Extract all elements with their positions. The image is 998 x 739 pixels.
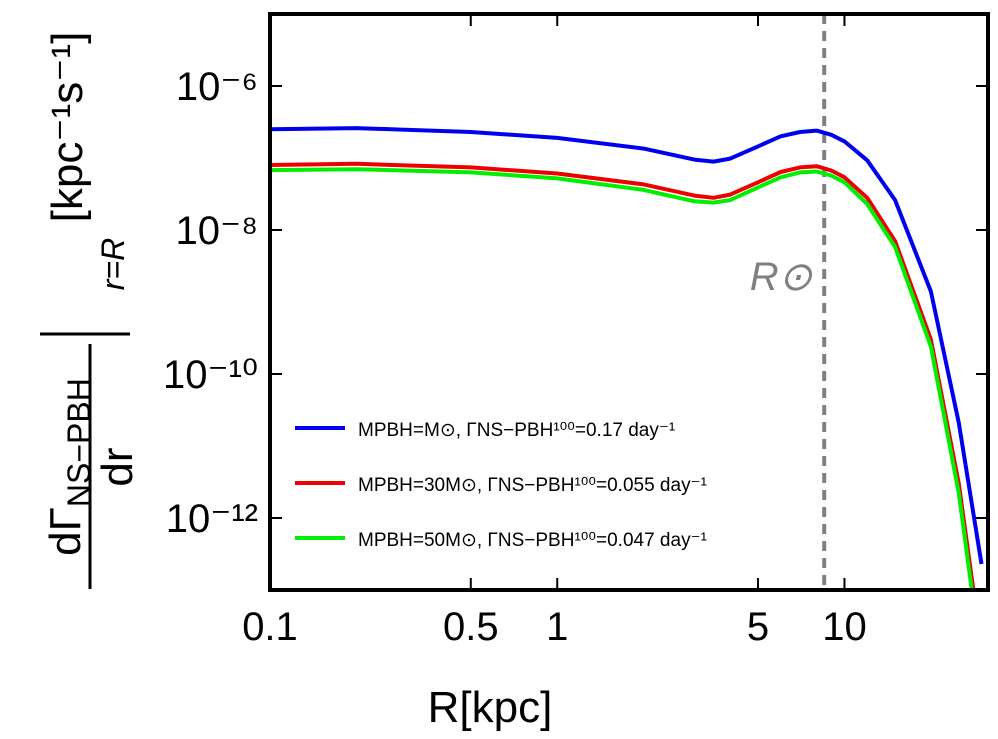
plot-area bbox=[270, 14, 984, 590]
y-tick-label: 10⁻¹² bbox=[166, 497, 258, 541]
series-line bbox=[270, 167, 974, 590]
x-tick-label: 1 bbox=[546, 605, 568, 649]
x-tick-label: 0.1 bbox=[242, 605, 298, 649]
y-axis-label: dΓNS−PBH dr r=R [kpc⁻¹s⁻¹] bbox=[40, 32, 142, 589]
series-line bbox=[270, 126, 984, 565]
y-label-units: [kpc⁻¹s⁻¹] bbox=[43, 32, 92, 223]
y-label-numerator-main: dΓ bbox=[41, 507, 90, 556]
y-tick-label: 10⁻⁸ bbox=[176, 209, 258, 253]
x-axis-label: R[kpc] bbox=[428, 683, 553, 732]
y-label-denominator: dr bbox=[93, 447, 142, 486]
series-line bbox=[270, 161, 976, 590]
y-tick-label: 10⁻⁶ bbox=[176, 65, 258, 109]
x-tick-label: 0.5 bbox=[443, 605, 499, 649]
legend-label: MPBH=30M⊙, ΓNS−PBH¹⁰⁰=0.055 day⁻¹ bbox=[358, 475, 707, 496]
legend-label: MPBH=50M⊙, ΓNS−PBH¹⁰⁰=0.047 day⁻¹ bbox=[358, 530, 707, 551]
x-tick-label: 10 bbox=[822, 605, 867, 649]
legend-label: MPBH=M⊙, ΓNS−PBH¹⁰⁰=0.17 day⁻¹ bbox=[358, 420, 675, 441]
y-label-evaluation: r=R bbox=[95, 238, 131, 290]
y-label-numerator-sub: NS−PBH bbox=[61, 378, 97, 507]
y-tick-label: 10⁻¹⁰ bbox=[163, 353, 258, 397]
plot-frame bbox=[268, 12, 990, 592]
x-tick-label: 5 bbox=[747, 605, 769, 649]
annotation: R⊙ bbox=[750, 255, 813, 299]
